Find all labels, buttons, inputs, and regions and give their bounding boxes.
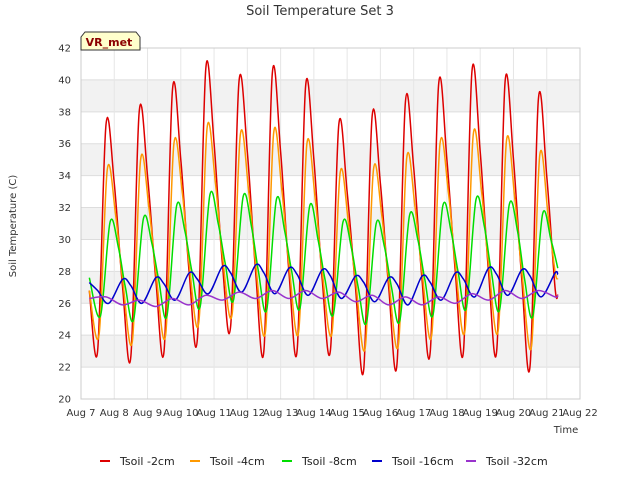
y-tick-label: 26 xyxy=(58,299,71,310)
legend-label-tsoil-4cm: Tsoil -4cm xyxy=(209,455,265,468)
x-tick-label: Aug 15 xyxy=(329,408,364,419)
plot-frame xyxy=(80,47,581,400)
plot-band xyxy=(81,143,580,176)
x-tick-label: Aug 9 xyxy=(133,408,162,419)
y-tick-label: 34 xyxy=(58,171,71,182)
y-tick-label: 20 xyxy=(58,395,71,406)
legend-label-tsoil-8cm: Tsoil -8cm xyxy=(301,455,357,468)
x-tick-label: Aug 20 xyxy=(496,408,531,419)
chart-title: Soil Temperature Set 3 xyxy=(246,4,394,19)
y-tick-label: 38 xyxy=(58,107,71,118)
y-tick-label: 28 xyxy=(58,267,71,278)
x-tick-label: Aug 7 xyxy=(66,408,95,419)
x-tick-label: Aug 21 xyxy=(529,408,564,419)
vr-met-badge: VR_met xyxy=(80,31,141,51)
plot-band xyxy=(81,79,580,112)
y-tick-labels: 20 22 24 26 28 30 32 34 36 38 40 42 xyxy=(58,44,71,406)
y-tick-label: 42 xyxy=(58,44,71,55)
x-tick-label: Aug 19 xyxy=(462,408,497,419)
series-line-tsoil-16cm xyxy=(88,263,559,306)
legend-label-tsoil-32cm: Tsoil -32cm xyxy=(485,455,548,468)
x-tick-label: Aug 17 xyxy=(396,408,431,419)
y-tick-label: 24 xyxy=(58,331,71,342)
x-axis-label: Time xyxy=(553,425,578,436)
series-line-tsoil-4cm xyxy=(88,121,559,352)
y-tick-label: 32 xyxy=(58,203,71,214)
y-tick-label: 30 xyxy=(58,235,71,246)
x-tick-label: Aug 22 xyxy=(562,408,597,419)
x-tick-label: Aug 13 xyxy=(263,408,298,419)
x-tick-label: Aug 8 xyxy=(100,408,129,419)
y-tick-label: 22 xyxy=(58,363,71,374)
y-tick-label: 36 xyxy=(58,139,71,150)
y-axis-label: Soil Temperature (C) xyxy=(8,175,19,278)
x-tick-label: Aug 11 xyxy=(196,408,231,419)
plot-band xyxy=(81,207,580,240)
x-tick-label: Aug 10 xyxy=(163,408,198,419)
badge-label: VR_met xyxy=(86,36,133,49)
x-tick-label: Aug 12 xyxy=(230,408,265,419)
series-line-tsoil-2cm xyxy=(88,60,559,376)
series-line-tsoil-8cm xyxy=(88,190,559,326)
series-layer xyxy=(88,60,559,376)
x-tick-label: Aug 14 xyxy=(296,408,331,419)
x-tick-label: Aug 16 xyxy=(363,408,398,419)
series-line-tsoil-32cm xyxy=(89,289,559,308)
badge-shape xyxy=(80,31,141,51)
legend-label-tsoil-16cm: Tsoil -16cm xyxy=(391,455,454,468)
y-tick-label: 40 xyxy=(58,75,71,86)
legend: Tsoil -2cm Tsoil -4cm Tsoil -8cm Tsoil -16c… xyxy=(100,455,548,468)
x-tick-label: Aug 18 xyxy=(429,408,464,419)
legend-label-tsoil-2cm: Tsoil -2cm xyxy=(119,455,175,468)
